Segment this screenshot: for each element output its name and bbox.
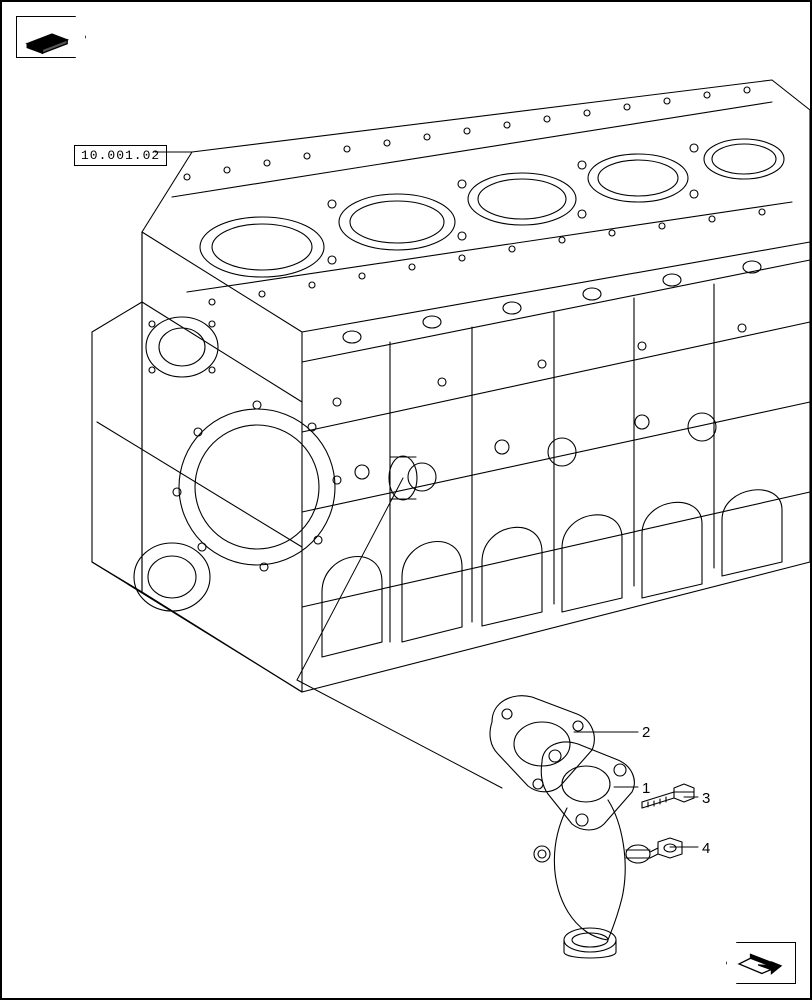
callout-4: 4 (702, 840, 710, 857)
engine-diagram (2, 2, 812, 1002)
part-elbow-pipe (534, 742, 650, 958)
callout-3: 3 (702, 790, 710, 807)
page-frame: 10.001.02 (0, 0, 812, 1000)
callout-1: 1 (642, 780, 650, 797)
part-plug (650, 838, 682, 858)
callout-2: 2 (642, 724, 650, 741)
